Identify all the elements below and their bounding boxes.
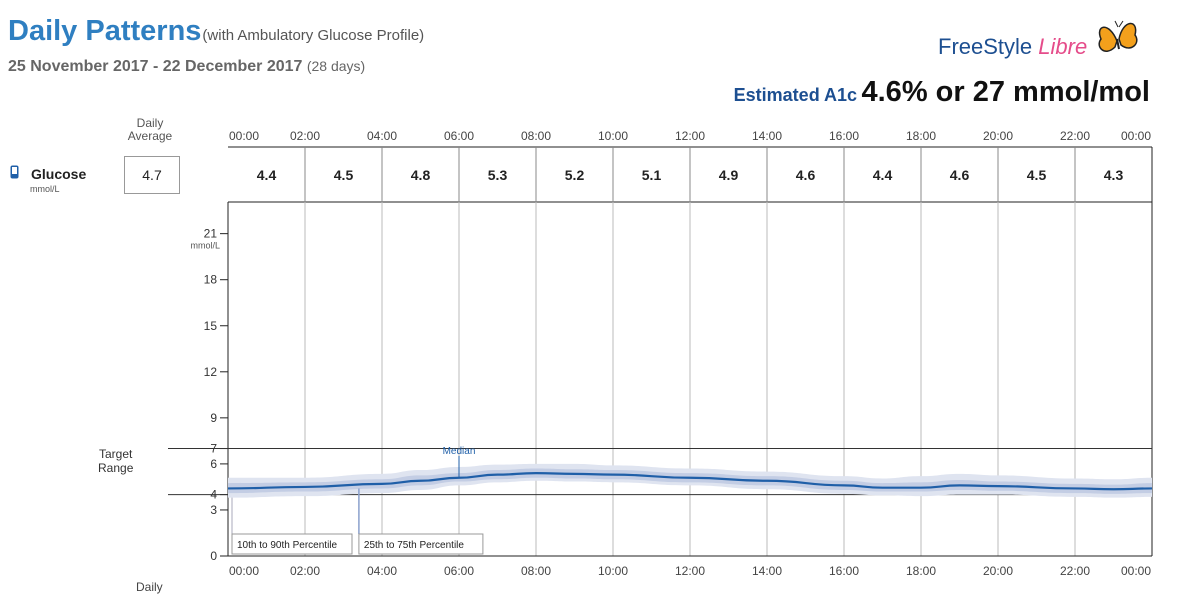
x-tick-label-bottom: 08:00 <box>521 564 551 578</box>
x-tick-label-bottom: 00:00 <box>229 564 259 578</box>
x-tick-label-top: 14:00 <box>752 129 782 143</box>
x-tick-label-bottom: 22:00 <box>1060 564 1090 578</box>
estimated-a1c: Estimated A1c 4.6% or 27 mmol/mol <box>734 76 1150 109</box>
block-average-value: 4.4 <box>873 167 893 183</box>
y-tick-label: 18 <box>204 273 218 287</box>
butterfly-icon <box>1098 20 1138 52</box>
a1c-label: Estimated A1c <box>733 85 858 105</box>
x-tick-label-bottom: 00:00 <box>1121 564 1151 578</box>
y-tick-label: 15 <box>204 319 218 333</box>
x-tick-label-top: 16:00 <box>829 129 859 143</box>
sensor-reader-icon <box>10 165 19 179</box>
bottom-daily-label: Daily <box>136 580 163 594</box>
p10-90-annotation: 10th to 90th Percentile <box>237 540 338 551</box>
x-tick-label-top: 00:00 <box>1121 129 1151 143</box>
x-tick-label-top: 04:00 <box>367 129 397 143</box>
y-tick-label: 3 <box>210 503 217 517</box>
y-tick-label: 21 <box>204 227 218 241</box>
p25-75-annotation: 25th to 75th Percentile <box>364 540 465 551</box>
date-range-text: 25 November 2017 - 22 December 2017 <box>8 58 303 75</box>
daily-average-value: 4.7 <box>124 156 180 194</box>
x-tick-label-top: 12:00 <box>675 129 705 143</box>
glucose-label: Glucose <box>31 166 87 182</box>
x-tick-label-top: 08:00 <box>521 129 551 143</box>
daily-average-label: Daily Average <box>127 116 173 143</box>
block-average-value: 4.9 <box>719 167 739 183</box>
freestyle-libre-logo: FreeStyle Libre <box>938 14 1139 60</box>
x-tick-label-bottom: 10:00 <box>598 564 628 578</box>
x-tick-label-bottom: 18:00 <box>906 564 936 578</box>
median-line <box>227 472 1153 491</box>
block-average-value: 4.6 <box>796 167 816 183</box>
x-tick-label-top: 06:00 <box>444 129 474 143</box>
median-annotation: Median <box>443 446 476 457</box>
title-subtitle: (with Ambulatory Glucose Profile) <box>202 27 425 44</box>
p10-90-label-box <box>231 533 353 555</box>
date-range: 25 November 2017 - 22 December 2017 (28 … <box>8 58 365 76</box>
y-tick-label: 9 <box>210 411 217 425</box>
x-tick-label-bottom: 02:00 <box>290 564 320 578</box>
block-average-value: 4.5 <box>334 167 354 183</box>
y-tick-label: 6 <box>210 457 217 471</box>
x-tick-label-bottom: 12:00 <box>675 564 705 578</box>
block-average-value: 5.2 <box>565 167 585 183</box>
block-average-value: 4.8 <box>411 167 431 183</box>
block-average-value: 4.6 <box>950 167 970 183</box>
block-average-value: 4.3 <box>1104 167 1124 183</box>
y-tick-label: 0 <box>210 549 217 563</box>
block-average-value: 4.5 <box>1027 167 1047 183</box>
title-text: Daily Patterns <box>8 15 202 47</box>
page-title: Daily Patterns(with Ambulatory Glucose P… <box>8 13 424 54</box>
x-tick-label-top: 22:00 <box>1060 129 1090 143</box>
x-tick-label-top: 18:00 <box>906 129 936 143</box>
y-axis-unit-label: mmol/L <box>190 241 220 251</box>
a1c-value: 4.6% or 27 mmol/mol <box>861 76 1151 108</box>
x-tick-label-top: 00:00 <box>229 129 259 143</box>
x-tick-label-bottom: 06:00 <box>444 564 474 578</box>
x-tick-label-bottom: 16:00 <box>829 564 859 578</box>
block-average-value: 5.3 <box>488 167 508 183</box>
x-tick-label-top: 02:00 <box>290 129 320 143</box>
x-tick-label-top: 10:00 <box>598 129 628 143</box>
x-tick-label-bottom: 04:00 <box>367 564 397 578</box>
y-tick-label: 12 <box>204 365 218 379</box>
block-average-value: 5.1 <box>642 167 662 183</box>
target-range-label: Target Range <box>98 447 134 475</box>
logo-libre: Libre <box>1038 34 1088 59</box>
glucose-unit: mmol/L <box>30 184 60 194</box>
block-average-value: 4.4 <box>257 167 277 183</box>
p25-75-label-box <box>358 533 484 555</box>
day-count: (28 days) <box>306 58 366 74</box>
x-tick-label-top: 20:00 <box>983 129 1013 143</box>
logo-freestyle: FreeStyle <box>938 34 1033 59</box>
x-tick-label-bottom: 14:00 <box>752 564 782 578</box>
x-tick-label-bottom: 20:00 <box>983 564 1013 578</box>
